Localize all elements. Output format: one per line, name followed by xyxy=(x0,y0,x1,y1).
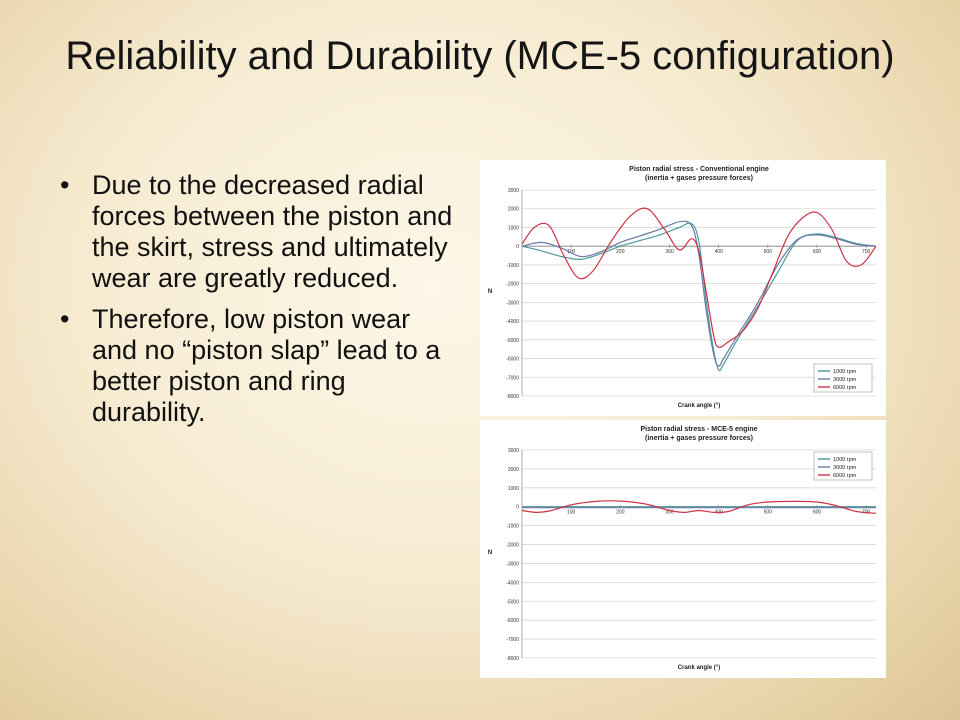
y-tick-label: -6000 xyxy=(506,618,519,624)
x-tick-label: 100 xyxy=(567,510,576,516)
series-line-6000-rpm xyxy=(521,500,877,514)
legend-label: 3000 rpm xyxy=(833,465,857,471)
x-axis-label: Crank angle (°) xyxy=(678,403,720,409)
x-axis-label: Crank angle (°) xyxy=(678,665,720,671)
y-tick-label: 0 xyxy=(516,244,519,250)
y-tick-label: -4000 xyxy=(506,319,519,325)
chart-title: Piston radial stress - Conventional engi… xyxy=(629,166,769,173)
legend-label: 1000 rpm xyxy=(833,369,857,375)
legend-label: 3000 rpm xyxy=(833,377,857,383)
y-tick-label: -3000 xyxy=(506,561,519,567)
y-tick-label: 1000 xyxy=(508,225,519,231)
y-tick-label: -3000 xyxy=(506,300,519,306)
y-tick-label: -2000 xyxy=(506,282,519,288)
y-tick-label: 1000 xyxy=(508,486,519,492)
y-tick-label: 0 xyxy=(516,505,519,511)
y-axis-label: N xyxy=(488,289,492,295)
chart-title: Piston radial stress - MCE-5 engine xyxy=(640,426,757,433)
x-tick-label: 300 xyxy=(665,249,674,255)
series-line-1000-rpm xyxy=(521,222,877,372)
y-tick-label: -8000 xyxy=(506,656,519,662)
x-tick-label: 500 xyxy=(764,510,773,516)
y-tick-label: 3000 xyxy=(508,448,519,454)
y-tick-label: -5000 xyxy=(506,599,519,605)
y-tick-label: -7000 xyxy=(506,637,519,643)
x-tick-label: 200 xyxy=(616,249,625,255)
bullet-list: • Due to the decreased radial forces bet… xyxy=(58,170,458,438)
chart-subtitle: (inertia + gases pressure forces) xyxy=(645,435,753,442)
y-tick-label: -8000 xyxy=(506,394,519,400)
y-tick-label: 2000 xyxy=(508,467,519,473)
bullet-icon: • xyxy=(60,304,70,334)
x-tick-label: 600 xyxy=(813,249,822,255)
legend-label: 6000 rpm xyxy=(833,473,857,479)
x-tick-label: 500 xyxy=(764,249,773,255)
slide-title: Reliability and Durability (MCE-5 config… xyxy=(65,34,895,78)
bullet-item: • Due to the decreased radial forces bet… xyxy=(58,170,458,294)
legend-label: 6000 rpm xyxy=(833,385,857,391)
bullet-text: Due to the decreased radial forces betwe… xyxy=(92,170,453,293)
conventional-engine-chart-svg: Piston radial stress - Conventional engi… xyxy=(488,166,877,409)
x-tick-label: 700 xyxy=(862,249,871,255)
y-tick-label: -4000 xyxy=(506,580,519,586)
mce5-engine-chart-svg: Piston radial stress - MCE-5 engine (iner… xyxy=(488,426,877,671)
bullet-text: Therefore, low piston wear and no “pisto… xyxy=(92,304,441,427)
series-line-6000-rpm xyxy=(521,207,877,349)
series-line-3000-rpm xyxy=(521,220,877,367)
y-tick-label: -6000 xyxy=(506,357,519,363)
y-tick-label: -2000 xyxy=(506,543,519,549)
y-tick-label: -5000 xyxy=(506,338,519,344)
y-axis-label: N xyxy=(488,550,492,556)
y-tick-label: -7000 xyxy=(506,375,519,381)
x-tick-label: 300 xyxy=(665,510,674,516)
y-tick-label: -1000 xyxy=(506,524,519,530)
y-tick-label: -1000 xyxy=(506,263,519,269)
bullet-icon: • xyxy=(60,170,70,200)
legend-label: 1000 rpm xyxy=(833,457,857,463)
mce5-engine-chart: Piston radial stress - MCE-5 engine (iner… xyxy=(480,420,886,678)
x-tick-label: 400 xyxy=(714,249,723,255)
conventional-engine-chart: Piston radial stress - Conventional engi… xyxy=(480,160,886,416)
y-tick-label: 3000 xyxy=(508,188,519,194)
x-tick-label: 600 xyxy=(813,510,822,516)
x-tick-label: 200 xyxy=(616,510,625,516)
bullet-item: • Therefore, low piston wear and no “pis… xyxy=(58,304,458,428)
x-tick-label: 100 xyxy=(567,249,576,255)
chart-subtitle: (inertia + gases pressure forces) xyxy=(645,175,753,182)
y-tick-label: 2000 xyxy=(508,207,519,213)
